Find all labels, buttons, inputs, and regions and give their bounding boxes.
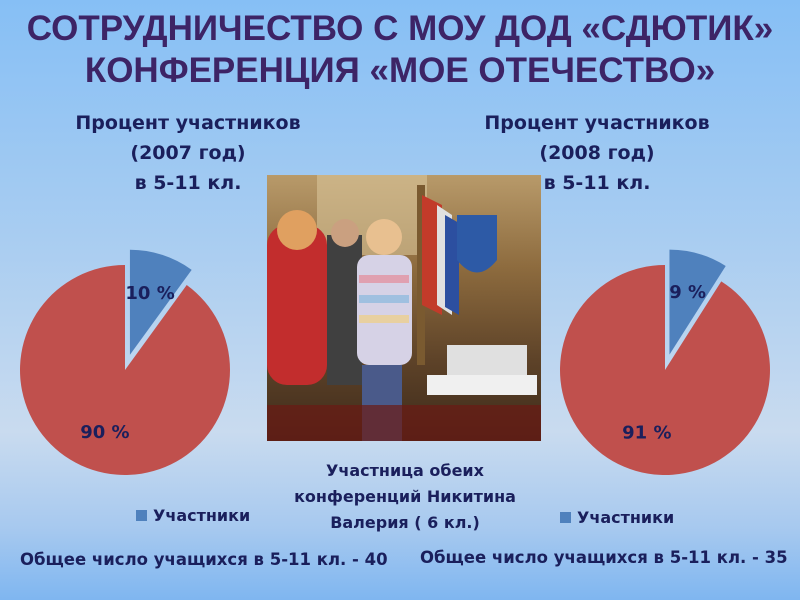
right-pie-chart: 9 % 91 % bbox=[560, 249, 770, 475]
pie-slice bbox=[669, 249, 726, 355]
legend-label: Участники bbox=[153, 506, 251, 525]
photo-caption: Участница обеих конференций Никитина Вал… bbox=[294, 461, 516, 532]
pie-slice bbox=[129, 249, 192, 355]
left-chart-title-line: в 5-11 кл. bbox=[134, 172, 242, 194]
right-chart-title-line: в 5-11 кл. bbox=[543, 172, 651, 194]
slide-title-line2: КОНФЕРЕНЦИЯ «МОЕ ОТЕЧЕСТВО» bbox=[84, 51, 716, 90]
left-chart-legend: Участники bbox=[136, 506, 250, 525]
conference-photo bbox=[267, 175, 541, 441]
right-chart-legend: Участники bbox=[560, 508, 674, 527]
right-total-students: Общее число учащихся в 5-11 кл. - 35 bbox=[420, 548, 788, 567]
pie-data-label: 90 % bbox=[80, 422, 129, 443]
legend-swatch bbox=[136, 510, 147, 521]
photo-illustration bbox=[267, 175, 541, 441]
right-chart-title-line: Процент участников bbox=[484, 112, 710, 134]
pie-data-label: 9 % bbox=[669, 282, 706, 303]
left-chart-title-line: Процент участников bbox=[75, 112, 301, 134]
left-pie-chart: 10 % 90 % bbox=[20, 249, 231, 475]
legend-swatch bbox=[560, 512, 571, 523]
pie-slice bbox=[560, 265, 770, 475]
pie-slice bbox=[20, 265, 231, 475]
slide-title-line1: СОТРУДНИЧЕСТВО С МОУ ДОД «СДЮТИК» bbox=[26, 9, 774, 48]
right-chart-title-line: (2008 год) bbox=[539, 142, 655, 164]
left-chart-title-line: (2007 год) bbox=[130, 142, 246, 164]
pie-data-label: 10 % bbox=[125, 283, 174, 304]
left-chart-title: Процент участников (2007 год) в 5-11 кл. bbox=[38, 108, 338, 198]
left-total-students: Общее число учащихся в 5-11 кл. - 40 bbox=[20, 550, 388, 569]
right-chart-title: Процент участников (2008 год) в 5-11 кл. bbox=[447, 108, 747, 198]
legend-label: Участники bbox=[577, 508, 675, 527]
pie-data-label: 91 % bbox=[622, 423, 671, 444]
